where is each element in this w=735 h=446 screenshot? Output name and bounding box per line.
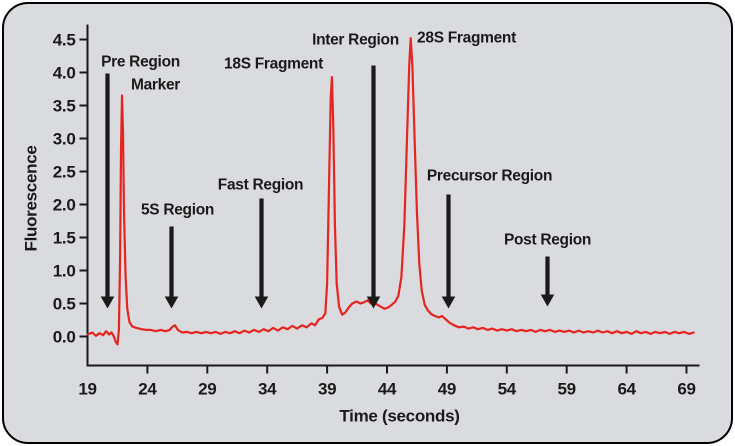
x-axis-title: Time (seconds) [339, 407, 459, 426]
x-tick-label-39: 39 [318, 380, 336, 399]
annotation-label-marker: Marker [131, 77, 180, 94]
electropherogram-chart: 0.0 0.5 1.0 1.5 2.0 2.5 3.0 3.5 4.0 4.5 19 24 29 34 39… [22, 24, 700, 426]
annotation-arrow-head-pre-region [100, 296, 115, 309]
annotation-arrow-head-inter-region [366, 296, 381, 309]
x-tick-label-69: 69 [677, 380, 695, 399]
y-tick-label-4.0: 4.0 [53, 64, 76, 83]
annotation-label-inter-region: Inter Region [312, 32, 399, 49]
annotation-arrow-head-fast-region [254, 296, 269, 309]
x-tick-label-54: 54 [498, 380, 517, 399]
y-tick-label-4.5: 4.5 [53, 31, 76, 50]
x-tick-label-24: 24 [138, 380, 157, 399]
x-tick-label-29: 29 [198, 380, 216, 399]
x-tick-label-64: 64 [617, 380, 636, 399]
annotation-label-post-region: Post Region [504, 232, 591, 249]
x-tick-label-59: 59 [558, 380, 576, 399]
annotation-label-28s-fragment: 28S Fragment [417, 30, 516, 47]
x-tick-label-19: 19 [78, 380, 96, 399]
y-tick-label-2.0: 2.0 [53, 196, 76, 215]
annotation-arrow-head-precursor-region [441, 296, 456, 309]
x-tick-label-34: 34 [258, 380, 277, 399]
annotation-arrow-head-post-region [540, 294, 555, 307]
y-tick-label-3.0: 3.0 [53, 130, 76, 149]
y-tick-label-1.0: 1.0 [53, 262, 76, 281]
trace-rna-electropherogram [86, 37, 695, 346]
x-tick-label-44: 44 [378, 380, 397, 399]
annotation-label-18s-fragment: 18S Fragment [224, 56, 323, 73]
annotation-label-fast-region: Fast Region [218, 177, 303, 194]
y-tick-label-1.5: 1.5 [53, 229, 76, 248]
y-tick-label-0.5: 0.5 [53, 295, 76, 314]
y-tick-label-0.0: 0.0 [53, 328, 76, 347]
annotation-label-precursor-region: Precursor Region [427, 168, 552, 185]
annotation-label-5s-region: 5S Region [141, 202, 214, 219]
y-tick-label-3.5: 3.5 [53, 97, 76, 116]
y-axis-title: Fluorescence [22, 145, 41, 251]
annotation-arrow-head-5s-region [164, 296, 179, 309]
y-tick-label-2.5: 2.5 [53, 163, 76, 182]
x-tick-label-49: 49 [438, 380, 456, 399]
annotation-label-pre-region: Pre Region [101, 54, 180, 71]
